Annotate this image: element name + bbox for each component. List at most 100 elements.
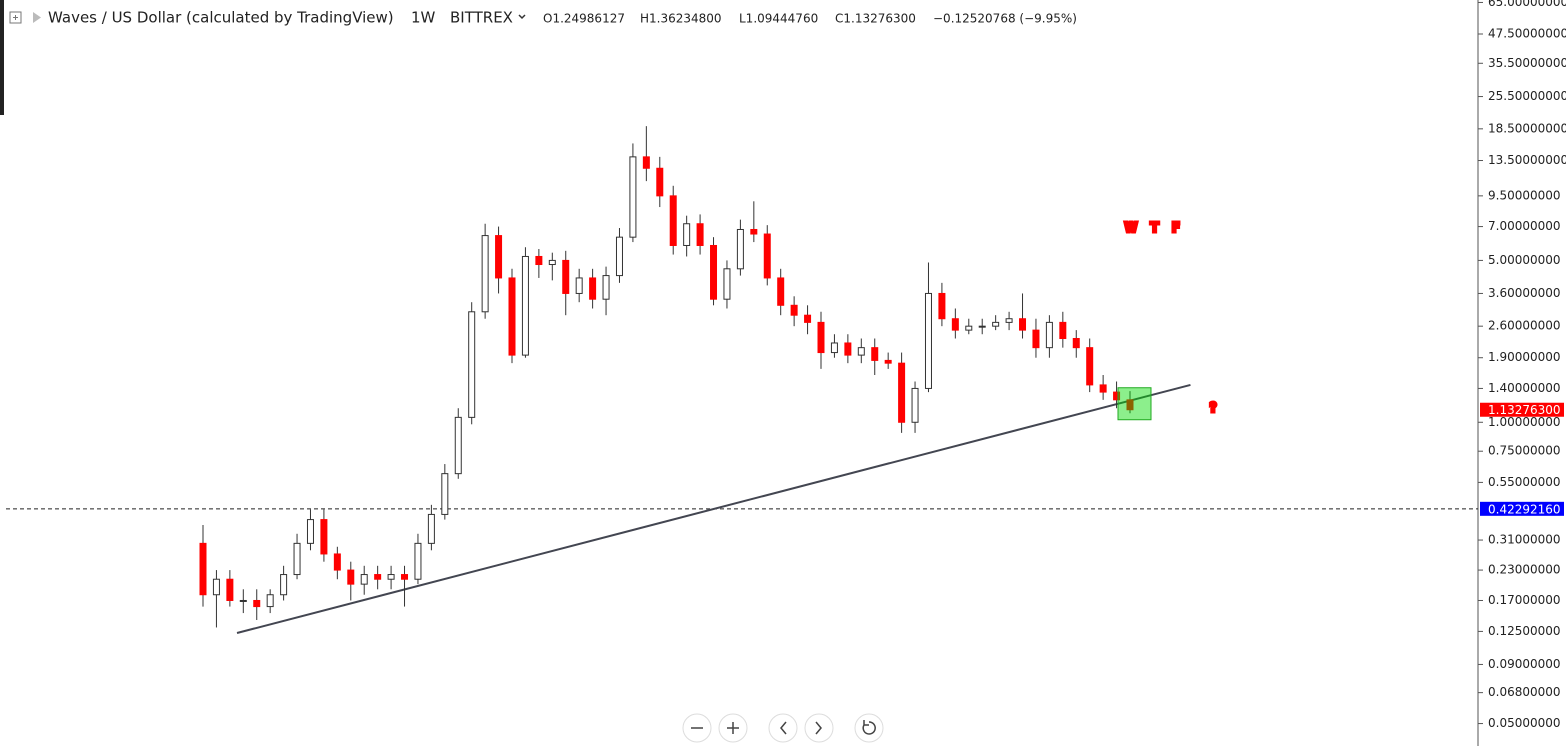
y-tick-label: 0.55000000 [1488,475,1561,489]
y-tick-label: 13.50000000 [1488,153,1566,167]
scroll-left-icon [780,721,787,735]
reset-button[interactable] [854,713,884,743]
header: Waves / US Dollar (calculated by Trading… [9,9,1077,27]
edge-bar [0,0,4,115]
y-tick-label: 9.50000000 [1488,188,1561,202]
candle-body [1059,321,1067,340]
trend-line [236,383,1191,634]
candle-body [857,347,865,356]
last-price-tag-label: 1.13276300 [1488,403,1561,417]
y-tick-label: 18.50000000 [1488,121,1566,135]
candle-body [602,275,610,300]
candle-body [293,542,301,576]
candle-body [1045,321,1053,349]
candle-body [454,416,462,475]
candle-body [871,347,879,361]
scroll-left-button[interactable] [768,713,798,743]
candle-body [226,578,234,601]
annotation-question: ? [1210,401,1216,415]
candle-body [548,259,556,266]
candle-body [924,292,932,389]
level-price-tag [1480,501,1564,516]
level-price-tag-label: 0.42292160 [1488,502,1561,516]
candle-body [1099,384,1107,393]
candle-body [938,292,946,320]
candle-body [1005,318,1013,323]
candle-body [414,542,422,580]
y-tick-label: 7.00000000 [1488,219,1561,233]
candle-body [817,321,825,354]
zoom-in-icon [727,722,739,734]
candle-body [347,569,355,585]
candle-body [1032,329,1040,349]
y-tick-label: 25.50000000 [1488,89,1566,103]
ohlc-open: O1.24986127 [543,12,625,26]
y-tick-label: 0.75000000 [1488,444,1561,458]
scroll-right-icon [815,721,822,735]
candle-body [280,574,288,596]
reset-icon [862,720,876,735]
nav-buttons [682,713,884,743]
highlight-box [1117,387,1152,421]
candle-body [884,359,892,364]
y-tick-label: 1.00000000 [1488,415,1561,429]
y-tick-label: 0.12500000 [1488,624,1561,638]
candle-body [1113,391,1121,401]
ohlc-close: C1.13276300 [835,12,916,26]
candle-body [253,599,261,608]
candle-body [615,236,623,277]
candle-body [199,542,207,596]
chevron[interactable] [518,14,526,20]
y-tick-label: 47.50000000 [1488,26,1566,40]
candle-body [508,277,516,356]
ohlc-low: L1.09444760 [739,12,818,26]
y-tick-label: 5.00000000 [1488,253,1561,267]
y-tick-label: 0.06800000 [1488,685,1561,699]
candle-body [481,235,489,313]
y-tick-label: 0.05000000 [1488,716,1561,730]
candle-body [360,574,368,585]
candle-body [750,228,758,235]
candle-body [387,574,395,580]
y-tick-label: 1.90000000 [1488,350,1561,364]
y-tick-label: 0.09000000 [1488,657,1561,671]
candle-body [710,244,718,300]
y-tick-label: 2.60000000 [1488,319,1561,333]
flag-icon [33,12,41,23]
candle-body [992,321,1000,327]
candle-body [589,277,597,300]
candle-body [320,519,328,555]
candle-body [736,228,744,270]
change: −0.12520768 (−9.95%) [933,12,1077,26]
y-tick-label: 3.60000000 [1488,286,1561,300]
y-tick-label: 0.23000000 [1488,563,1561,577]
candle-body [468,311,476,418]
y-tick-label: 65.00000000 [1488,0,1566,9]
candle-body [374,574,382,580]
y-tick-label: 0.17000000 [1488,593,1561,607]
candle-body [790,304,798,316]
candle-body [696,223,704,246]
ohlc-high: H1.36234800 [640,12,722,26]
candle-body [629,156,637,238]
candle-body [951,318,959,331]
candle-body [723,268,731,300]
exchange[interactable]: BITTREX [450,9,513,27]
symbol: Waves / US Dollar (calculated by Trading… [48,9,394,27]
y-tick-label: 0.31000000 [1488,533,1561,547]
candle-body [763,233,771,279]
candle-body [306,519,314,544]
y-tick-label: 35.50000000 [1488,56,1566,70]
candle-body [898,362,906,423]
candle-body [965,325,973,331]
expand-icon-plus [13,15,18,20]
candle-body [575,277,583,294]
scroll-right-button[interactable] [804,713,834,743]
candle-body [642,156,650,169]
expand-icon[interactable] [9,11,22,24]
interval[interactable]: 1W [411,9,436,27]
last-price-tag [1480,402,1564,417]
candle-body [495,235,503,279]
candle-body [535,255,543,266]
